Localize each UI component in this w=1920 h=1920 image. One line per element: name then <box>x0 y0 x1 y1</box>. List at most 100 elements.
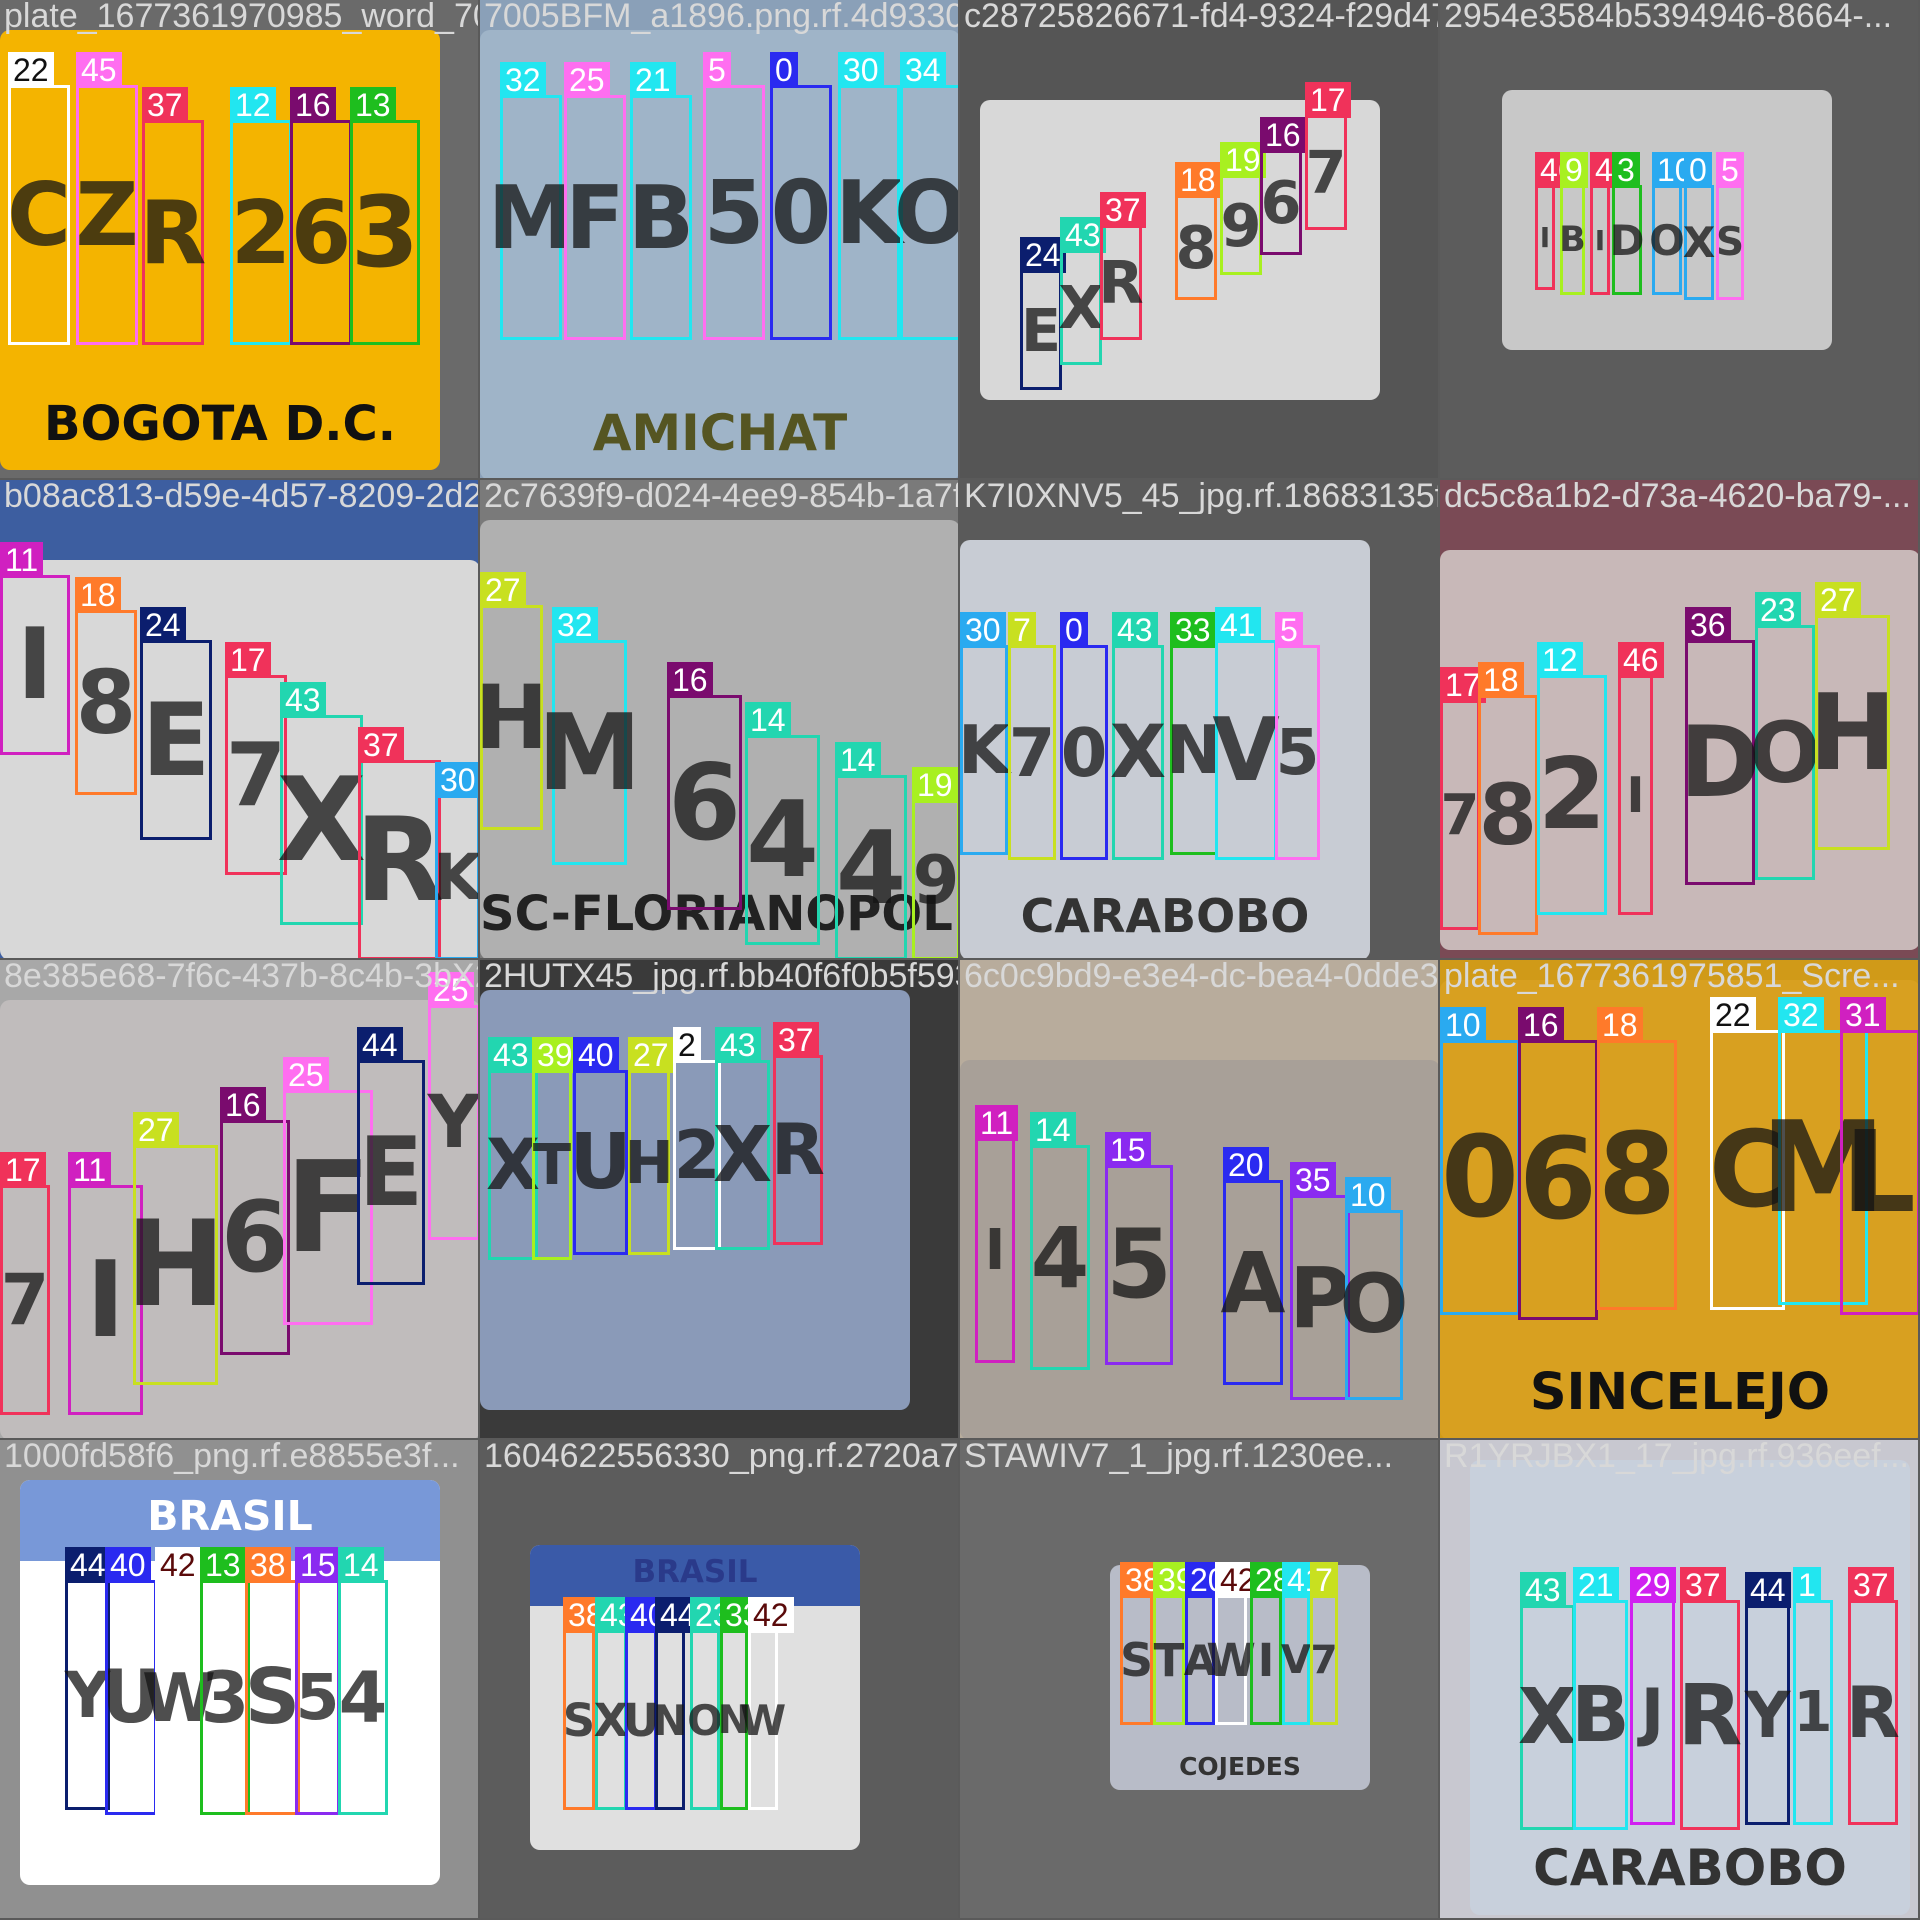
plate-character: W <box>1206 1633 1256 1687</box>
detection-box: E 24 <box>1020 237 1066 390</box>
class-label-tag: 5 <box>703 52 731 88</box>
detection-box: F 25 <box>564 62 626 340</box>
class-label-tag: 27 <box>480 572 526 608</box>
tile-filename-caption: dc5c8a1b2-d73a-4620-ba79-... <box>1444 480 1911 515</box>
plate-character: N <box>1165 711 1223 789</box>
class-label-tag: 25 <box>428 972 474 1008</box>
detection-box: 3 13 <box>200 1547 250 1815</box>
class-label-tag: 0 <box>770 52 798 88</box>
tile-filename-caption: K7I0XNV5_45_jpg.rf.18683135f046b2-d73a-4… <box>964 480 1438 515</box>
plate-character: I <box>16 608 54 722</box>
mosaic-tile: BRASIL S 38 X 43 U 40 N 44 O 23 N 33 W 42 1604622556330… <box>480 1440 958 1918</box>
class-label-tag: 37 <box>773 1022 819 1058</box>
class-label-tag: 38 <box>245 1547 291 1583</box>
plate-region-text: SC-FLORIANOPOLIS <box>480 886 958 942</box>
plate-character: D <box>1679 705 1761 820</box>
class-label-tag: 46 <box>1618 642 1664 678</box>
detection-box: X 43 <box>1517 1572 1578 1830</box>
plate-character: 2 <box>1537 738 1607 852</box>
class-label-tag: 20 <box>1223 1147 1269 1183</box>
class-label-tag: 16 <box>1260 117 1306 153</box>
plate-character: U <box>622 1693 660 1747</box>
class-label-tag: 13 <box>350 87 396 123</box>
detection-box: J 29 <box>1630 1567 1676 1825</box>
mosaic-tile: COJEDES S 38 T 39 A 20 W 42 I 28 V 41 7 7 STAWIV7_1_jpg… <box>960 1440 1438 1918</box>
class-label-tag: 13 <box>200 1547 246 1583</box>
class-label-tag: 1 <box>1793 1567 1821 1603</box>
class-label-tag: 32 <box>500 62 546 98</box>
plate-character: X <box>486 1124 540 1206</box>
plate-character: A <box>1220 1233 1286 1332</box>
plate-character: 5 <box>1275 716 1320 789</box>
plate-region-text: SINCELEJO <box>1529 1363 1831 1422</box>
mosaic-tile: 7 17 I 11 H 27 6 16 F 25 E 44 Y 25 8e385e68-7f6c-437b-… <box>0 960 478 1438</box>
plate-character: J <box>1640 1676 1665 1749</box>
class-label-tag: 10 <box>1345 1177 1391 1213</box>
plate-character: X <box>1517 1673 1578 1762</box>
detection-box: K 30 <box>835 52 903 340</box>
detection-box: 6 16 <box>220 1087 290 1355</box>
plate-character: 7 <box>1440 782 1480 848</box>
mosaic-tile: I 11 4 14 5 15 A 20 P 35 O 10 6c0c9bd9-e3e4-dc-bea4-… <box>960 960 1438 1438</box>
plate-region-text: CARABOBO <box>1533 1839 1847 1897</box>
class-label-tag: 44 <box>357 1027 403 1063</box>
class-label-tag: 15 <box>1105 1132 1151 1168</box>
detection-box: 7 17 <box>1305 82 1351 230</box>
class-label-tag: 19 <box>912 767 958 803</box>
plate-character: S <box>562 1693 596 1747</box>
plate-character: X <box>276 752 367 888</box>
plate-character: 4 <box>835 808 907 927</box>
plate-character: I <box>85 1239 126 1361</box>
class-label-tag: 14 <box>745 702 791 738</box>
class-label-tag: 9 <box>1560 152 1588 188</box>
detection-box: N 44 <box>652 1597 701 1810</box>
detection-box: X 43 <box>1110 612 1166 860</box>
class-label-tag: 17 <box>225 642 271 678</box>
license-plate-image: SC-FLORIANOPOLIS <box>480 520 958 958</box>
class-label-tag: 10 <box>1440 1007 1486 1043</box>
class-label-tag: 0 <box>1060 612 1088 648</box>
class-label-tag: 25 <box>564 62 610 98</box>
mosaic-tile: X 43 T 39 U 40 H 27 2 2 X 43 R 37 2HUTX45_jpg.rf.bb40f… <box>480 960 958 1438</box>
class-label-tag: 22 <box>1710 997 1756 1033</box>
plate-character: O <box>687 1695 723 1745</box>
detection-box: P 35 <box>1289 1162 1351 1400</box>
class-label-tag: 31 <box>1840 997 1886 1033</box>
detection-box: 3 13 <box>350 87 420 345</box>
detection-box: I 11 <box>68 1152 143 1415</box>
plate-character: 0 <box>1441 1112 1519 1243</box>
plate-character: 0 <box>770 161 832 264</box>
tile-filename-caption: plate_1677361975851_Scre... <box>1444 960 1900 995</box>
class-label-tag: 36 <box>1685 607 1731 643</box>
class-label-tag: 16 <box>1518 1007 1564 1043</box>
detection-box: O 23 <box>1749 592 1821 880</box>
detection-box: 6 16 <box>290 87 352 345</box>
class-label-tag: 0 <box>1684 152 1712 188</box>
plate-character: A <box>1183 1635 1217 1685</box>
detection-box: R 37 <box>355 727 444 958</box>
plate-character: R <box>1846 1671 1900 1754</box>
class-label-tag: 17 <box>0 1152 46 1188</box>
class-label-tag: 37 <box>142 87 188 123</box>
plate-character: T <box>1153 1633 1185 1687</box>
plate-character: 8 <box>75 651 137 754</box>
plate-character: F <box>565 166 625 269</box>
plate-character: 9 <box>912 841 958 919</box>
plate-character: R <box>1677 1666 1743 1764</box>
plate-region-text: BOGOTA D.C. <box>43 396 396 452</box>
mosaic-tile: CARABOBO K 30 7 7 0 0 X 43 N 33 V 41 5 5 K7I0XNV5_45_jp… <box>960 480 1438 958</box>
class-label-tag: 2 <box>673 1027 701 1063</box>
mosaic-tile: BOGOTA D.C. C 22 Z 45 R 37 2 12 6 16 3 13 plate_16773… <box>0 0 478 478</box>
detection-box: K 30 <box>433 762 478 958</box>
license-plate-image <box>1502 90 1832 350</box>
class-label-tag: 27 <box>628 1037 674 1073</box>
plate-character: B <box>627 166 695 269</box>
detection-box: 5 15 <box>295 1547 341 1815</box>
detection-box: H 27 <box>480 572 548 830</box>
plate-character: 6 <box>667 741 742 864</box>
class-label-tag: 43 <box>488 1037 534 1073</box>
plate-character: 7 <box>0 1259 50 1341</box>
plate-character: E <box>1020 295 1062 365</box>
plate-character: 4 <box>745 779 820 901</box>
